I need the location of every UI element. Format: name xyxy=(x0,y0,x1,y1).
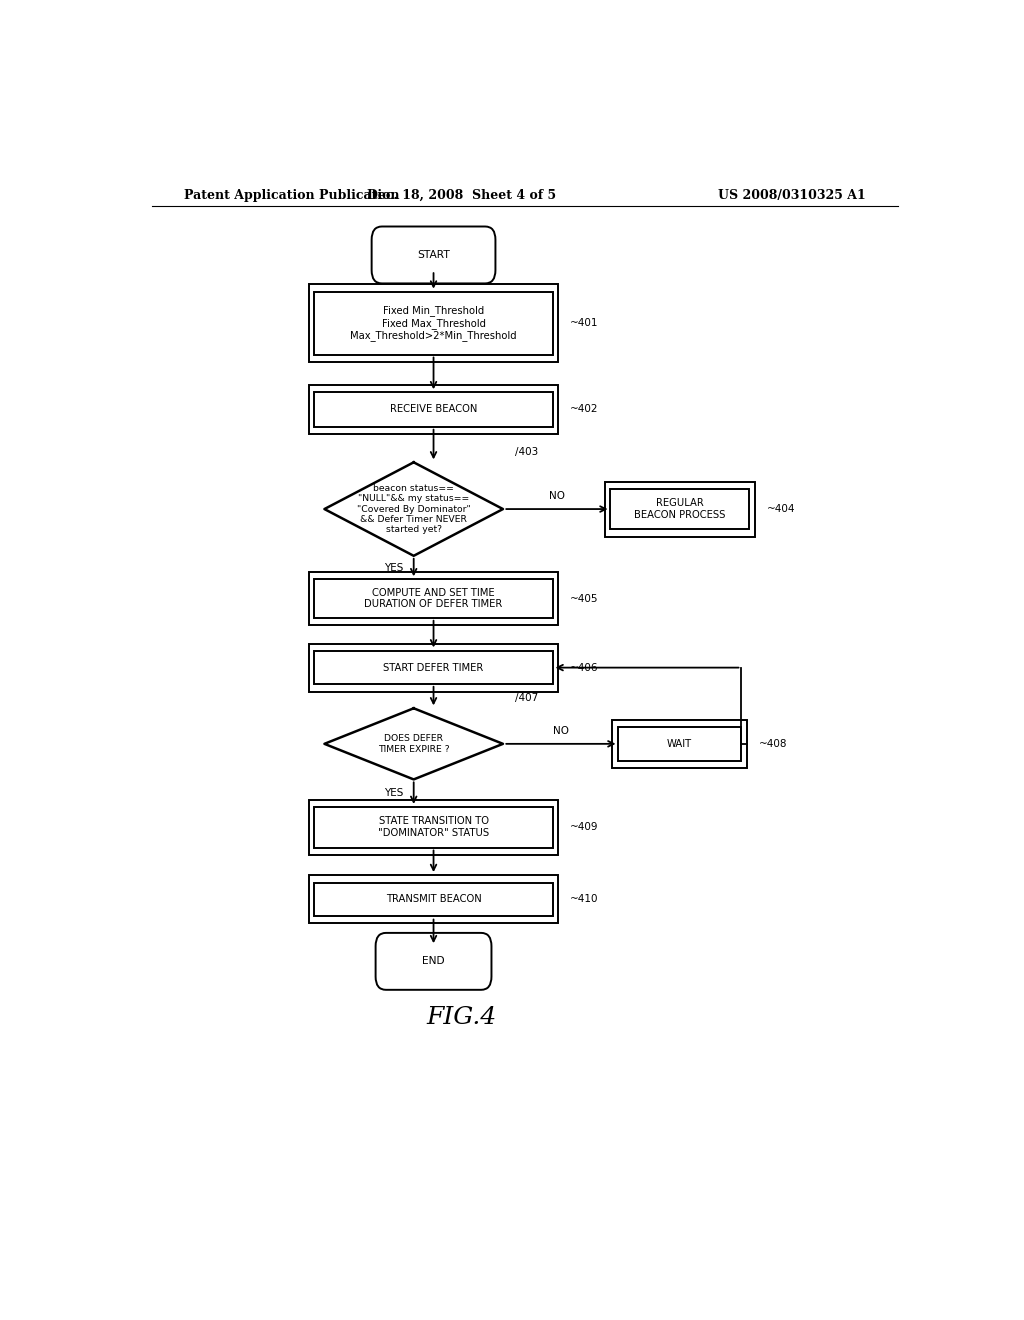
FancyBboxPatch shape xyxy=(610,488,749,529)
FancyBboxPatch shape xyxy=(309,385,558,434)
Text: US 2008/0310325 A1: US 2008/0310325 A1 xyxy=(718,189,866,202)
Text: ~410: ~410 xyxy=(570,895,599,904)
FancyBboxPatch shape xyxy=(309,875,558,923)
Text: END: END xyxy=(422,957,444,966)
Text: COMPUTE AND SET TIME
DURATION OF DEFER TIMER: COMPUTE AND SET TIME DURATION OF DEFER T… xyxy=(365,587,503,610)
Text: TRANSMIT BEACON: TRANSMIT BEACON xyxy=(386,895,481,904)
Text: Fixed Min_Threshold
Fixed Max_Threshold
Max_Threshold>2*Min_Threshold: Fixed Min_Threshold Fixed Max_Threshold … xyxy=(350,305,517,341)
Text: DOES DEFER
TIMER EXPIRE ?: DOES DEFER TIMER EXPIRE ? xyxy=(378,734,450,754)
FancyBboxPatch shape xyxy=(314,651,553,684)
Text: YES: YES xyxy=(384,788,403,799)
FancyBboxPatch shape xyxy=(309,572,558,624)
FancyBboxPatch shape xyxy=(309,800,558,854)
Polygon shape xyxy=(325,709,503,779)
Text: YES: YES xyxy=(384,562,403,573)
Text: NO: NO xyxy=(553,726,569,735)
FancyBboxPatch shape xyxy=(612,719,746,768)
Text: START: START xyxy=(417,249,450,260)
FancyBboxPatch shape xyxy=(372,227,496,284)
FancyBboxPatch shape xyxy=(604,482,755,536)
Text: STATE TRANSITION TO
"DOMINATOR" STATUS: STATE TRANSITION TO "DOMINATOR" STATUS xyxy=(378,816,489,838)
Text: ~408: ~408 xyxy=(759,739,787,748)
FancyBboxPatch shape xyxy=(376,933,492,990)
Text: Dec. 18, 2008  Sheet 4 of 5: Dec. 18, 2008 Sheet 4 of 5 xyxy=(367,189,556,202)
Text: ~401: ~401 xyxy=(570,318,599,329)
Text: WAIT: WAIT xyxy=(667,739,692,748)
FancyBboxPatch shape xyxy=(309,644,558,692)
Text: ~406: ~406 xyxy=(570,663,599,673)
Text: /403: /403 xyxy=(515,447,539,457)
Text: ~405: ~405 xyxy=(570,594,599,603)
Text: FIG.4: FIG.4 xyxy=(426,1006,497,1028)
FancyBboxPatch shape xyxy=(618,727,741,760)
FancyBboxPatch shape xyxy=(314,579,553,618)
Polygon shape xyxy=(325,462,503,556)
Text: /407: /407 xyxy=(515,693,539,704)
Text: START DEFER TIMER: START DEFER TIMER xyxy=(383,663,483,673)
Text: beacon status==
"NULL"&& my status==
"Covered By Dominator"
&& Defer Timer NEVER: beacon status== "NULL"&& my status== "Co… xyxy=(356,483,471,535)
Text: Patent Application Publication: Patent Application Publication xyxy=(183,189,399,202)
FancyBboxPatch shape xyxy=(314,292,553,355)
FancyBboxPatch shape xyxy=(314,883,553,916)
Text: ~409: ~409 xyxy=(570,822,599,832)
FancyBboxPatch shape xyxy=(314,392,553,426)
Text: NO: NO xyxy=(549,491,565,500)
Text: REGULAR
BEACON PROCESS: REGULAR BEACON PROCESS xyxy=(634,498,725,520)
FancyBboxPatch shape xyxy=(309,284,558,362)
Text: ~402: ~402 xyxy=(570,404,599,414)
Text: RECEIVE BEACON: RECEIVE BEACON xyxy=(390,404,477,414)
FancyBboxPatch shape xyxy=(314,807,553,847)
Text: ~404: ~404 xyxy=(766,504,795,513)
